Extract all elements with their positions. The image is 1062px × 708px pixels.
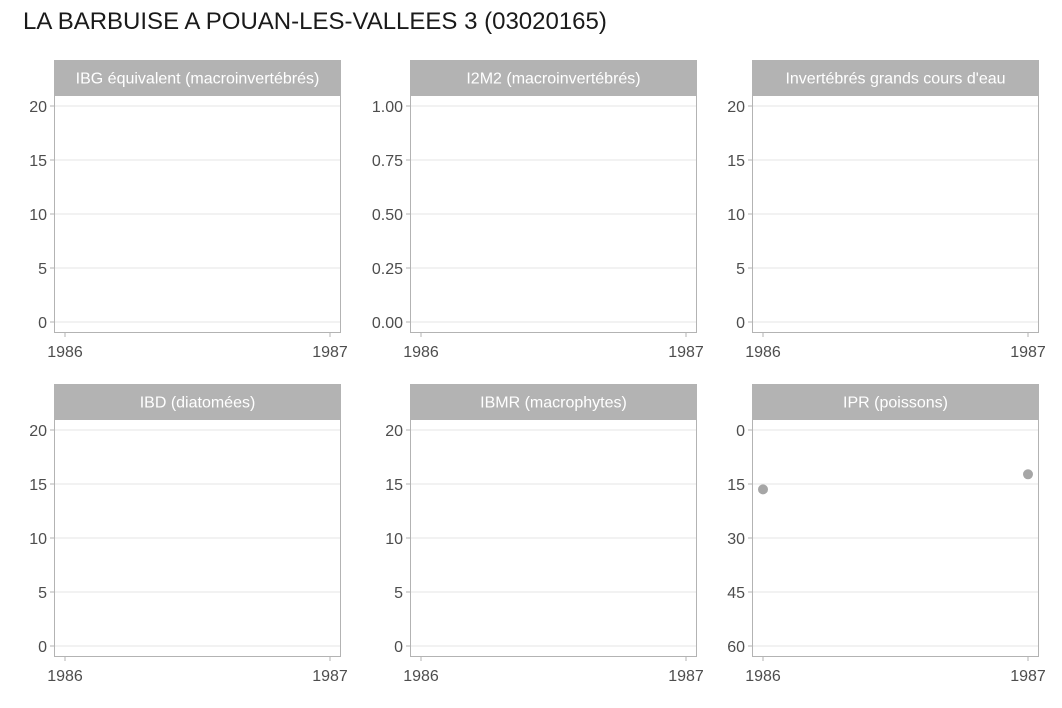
y-tick-label: 0.00 <box>372 315 403 332</box>
page-title: LA BARBUISE A POUAN-LES-VALLEES 3 (03020… <box>23 8 607 35</box>
facet-panel: I2M2 (macroinvertébrés) 0.00 0.25 0.50 0.75 1… <box>372 60 704 361</box>
panel-border <box>752 95 1039 333</box>
panel-border <box>410 95 697 333</box>
x-tick-label: 1987 <box>668 668 704 685</box>
y-tick-label: 10 <box>29 207 47 224</box>
facet-panel: Invertébrés grands cours d'eau 0 5 10 15 20 19… <box>727 60 1046 361</box>
facet-strip-title: I2M2 (macroinvertébrés) <box>466 71 640 88</box>
y-tick-label: 5 <box>394 585 403 602</box>
facet-strip-title: IPR (poissons) <box>843 395 948 412</box>
y-tick-label: 45 <box>727 585 745 602</box>
facet-panel: IBMR (macrophytes) 0 5 10 15 20 1986 1987 <box>385 384 704 685</box>
data-point <box>758 484 768 495</box>
y-tick-label: 0.75 <box>372 153 403 170</box>
facet-strip <box>54 60 341 95</box>
facet-strip <box>752 384 1039 419</box>
y-tick-label: 20 <box>29 99 47 116</box>
y-tick-label: 0.50 <box>372 207 403 224</box>
y-tick-label: 10 <box>385 531 403 548</box>
y-tick-label: 0.25 <box>372 261 403 278</box>
x-tick-label: 1987 <box>312 344 348 361</box>
y-tick-label: 15 <box>385 477 403 494</box>
panel-border <box>54 419 341 657</box>
x-tick-label: 1986 <box>47 344 83 361</box>
y-tick-label: 10 <box>727 207 745 224</box>
panel-border <box>752 419 1039 657</box>
facet-strip <box>752 60 1039 95</box>
y-tick-label: 0 <box>736 423 745 440</box>
y-tick-label: 5 <box>736 261 745 278</box>
y-tick-label: 0 <box>394 639 403 656</box>
y-tick-label: 0 <box>38 639 47 656</box>
y-tick-label: 20 <box>727 99 745 116</box>
y-tick-label: 5 <box>38 261 47 278</box>
x-tick-label: 1986 <box>403 668 439 685</box>
x-tick-label: 1987 <box>668 344 704 361</box>
y-tick-label: 1.00 <box>372 99 403 116</box>
facet-strip <box>54 384 341 419</box>
facet-strip <box>410 60 697 95</box>
panel-border <box>410 419 697 657</box>
facet-strip-title: IBD (diatomées) <box>140 395 256 412</box>
y-tick-label: 15 <box>727 153 745 170</box>
panel-border <box>54 95 341 333</box>
facet-strip-title: IBG équivalent (macroinvertébrés) <box>76 71 320 88</box>
y-tick-label: 15 <box>29 477 47 494</box>
y-tick-label: 0 <box>736 315 745 332</box>
x-tick-label: 1986 <box>745 344 781 361</box>
x-tick-label: 1987 <box>312 668 348 685</box>
x-tick-label: 1986 <box>47 668 83 685</box>
x-tick-label: 1987 <box>1010 344 1046 361</box>
y-tick-label: 20 <box>385 423 403 440</box>
y-tick-label: 15 <box>727 477 745 494</box>
y-tick-label: 0 <box>38 315 47 332</box>
x-tick-label: 1986 <box>745 668 781 685</box>
facet-panel: IBG équivalent (macroinvertébrés) 0 5 10 15 2… <box>29 60 348 361</box>
y-tick-label: 30 <box>727 531 745 548</box>
y-tick-label: 5 <box>38 585 47 602</box>
y-tick-label: 15 <box>29 153 47 170</box>
x-tick-label: 1987 <box>1010 668 1046 685</box>
facet-strip-title: Invertébrés grands cours d'eau <box>785 71 1005 88</box>
facet-strip-title: IBMR (macrophytes) <box>480 395 627 412</box>
y-tick-label: 20 <box>29 423 47 440</box>
x-tick-label: 1986 <box>403 344 439 361</box>
facet-panel: IBD (diatomées) 0 5 10 15 20 1986 1987 <box>29 384 348 685</box>
facet-strip <box>410 384 697 419</box>
y-tick-label: 60 <box>727 639 745 656</box>
y-tick-label: 10 <box>29 531 47 548</box>
data-point <box>1023 469 1033 480</box>
